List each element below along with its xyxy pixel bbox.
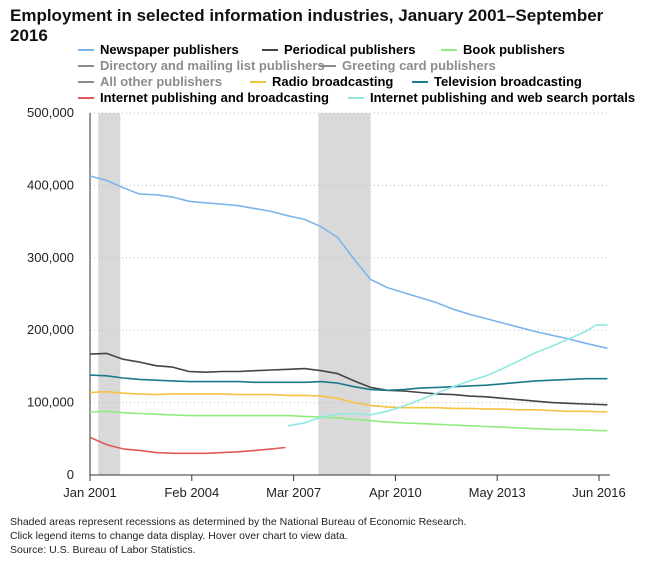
series-line-internet-publishing-and-web-search-portals [287, 324, 608, 427]
series-line-newspaper-publishers [89, 175, 608, 350]
legend-item-greeting-card-publishers[interactable]: Greeting card publishers [320, 58, 496, 74]
footnote-recessions: Shaded areas represent recessions as det… [10, 516, 467, 528]
legend-item-newspaper-publishers[interactable]: Newspaper publishers [78, 42, 239, 58]
legend-item-directory-and-mailing-list-publishers[interactable]: Directory and mailing list publishers [78, 58, 325, 74]
chart-title: Employment in selected information indus… [10, 6, 630, 46]
chart-footnotes: Shaded areas represent recessions as det… [10, 515, 466, 557]
x-tick-label: Jun 2016 [572, 485, 626, 500]
x-tick-label: May 2013 [469, 485, 526, 500]
legend-swatch [78, 48, 94, 51]
legend-label: Greeting card publishers [342, 58, 496, 73]
series-line-periodical-publishers [89, 352, 608, 406]
legend-label: Directory and mailing list publishers [100, 58, 325, 73]
legend-swatch [78, 64, 94, 67]
legend-swatch [250, 80, 266, 83]
legend-item-radio-broadcasting[interactable]: Radio broadcasting [250, 74, 393, 90]
legend-swatch [78, 96, 94, 99]
series-line-internet-publishing-and-broadcasting [89, 436, 286, 455]
y-tick-label: 400,000 [27, 177, 74, 192]
legend-label: Radio broadcasting [272, 74, 394, 89]
legend-item-periodical-publishers[interactable]: Periodical publishers [262, 42, 416, 58]
footnote-instructions: Click legend items to change data displa… [10, 530, 348, 542]
series-line-book-publishers [89, 410, 608, 432]
legend-swatch [348, 96, 364, 99]
y-tick-label: 0 [67, 467, 74, 482]
legend-label: Internet publishing and broadcasting [100, 90, 329, 105]
legend-label: Periodical publishers [284, 42, 416, 57]
legend-item-internet-publishing-and-web-search-portals[interactable]: Internet publishing and web search porta… [348, 90, 635, 106]
footnote-source: Source: U.S. Bureau of Labor Statistics. [10, 544, 196, 556]
line-chart: 0 100,000 200,000 300,000 400,000 500,000 Jan … [27, 105, 626, 500]
y-tick-label: 500,000 [27, 105, 74, 120]
legend-swatch [320, 64, 336, 67]
legend-label: All other publishers [100, 74, 223, 89]
series-line-radio-broadcasting [89, 390, 608, 413]
chart-title-text: Employment in selected information indus… [10, 6, 604, 45]
legend-item-all-other-publishers[interactable]: All other publishers [78, 74, 222, 90]
legend-swatch [412, 80, 428, 83]
y-tick-label: 300,000 [27, 250, 74, 265]
legend-label: Newspaper publishers [100, 42, 239, 57]
legend-label: Television broadcasting [434, 74, 582, 89]
legend-item-television-broadcasting[interactable]: Television broadcasting [412, 74, 582, 90]
y-tick-label: 100,000 [27, 395, 74, 410]
legend-swatch [441, 48, 457, 51]
x-tick-label: Mar 2007 [266, 485, 321, 500]
x-tick-label: Jan 2001 [63, 485, 117, 500]
legend-item-internet-publishing-and-broadcasting[interactable]: Internet publishing and broadcasting [78, 90, 329, 106]
legend-swatch [262, 48, 278, 51]
x-tick-label: Apr 2010 [369, 485, 422, 500]
legend-item-book-publishers[interactable]: Book publishers [441, 42, 565, 58]
recession-band-1 [98, 113, 121, 475]
legend-swatch [78, 80, 94, 83]
series-line-television-broadcasting [89, 374, 608, 392]
legend-label: Book publishers [463, 42, 565, 57]
y-tick-label: 200,000 [27, 322, 74, 337]
legend-label: Internet publishing and web search porta… [370, 90, 636, 105]
chart-legend: Newspaper publishers Periodical publisher… [0, 0, 655, 110]
x-tick-label: Feb 2004 [164, 485, 219, 500]
